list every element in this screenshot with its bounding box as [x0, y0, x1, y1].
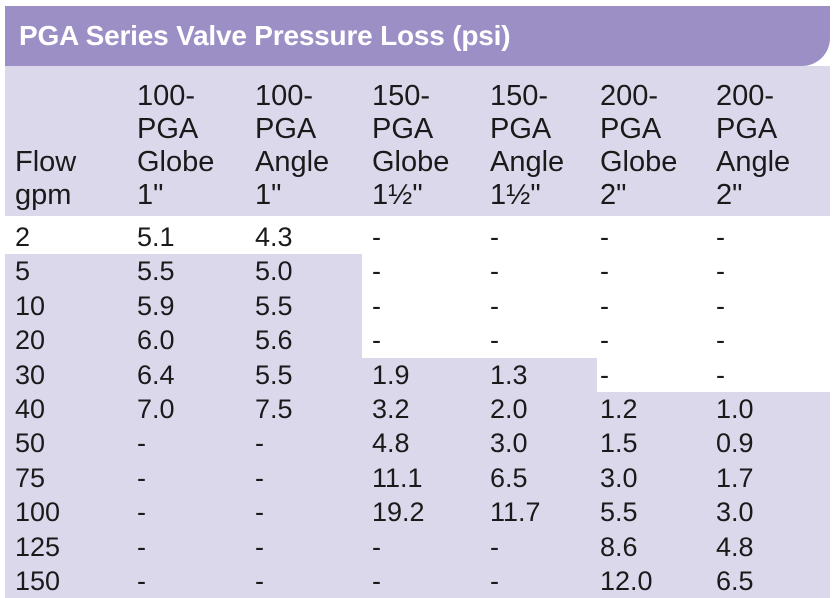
- pressure-cell: -: [372, 222, 381, 252]
- pressure-cell: 7.0: [137, 394, 175, 424]
- pressure-cell: 1.0: [716, 394, 754, 424]
- pressure-cell: -: [490, 531, 499, 562]
- flow-cell: 30: [15, 359, 46, 390]
- pressure-cell: 6.4: [137, 359, 175, 390]
- pressure-cell: 1.3: [490, 359, 528, 390]
- column-header: 150- PGA Globe 1½": [372, 80, 450, 211]
- pressure-cell: -: [600, 325, 609, 356]
- pressure-cell: -: [490, 290, 499, 321]
- column-header: 100- PGA Globe 1": [137, 80, 215, 211]
- pressure-cell: 4.3: [255, 222, 293, 252]
- flow-cell: 40: [15, 394, 46, 424]
- pressure-cell: 1.9: [372, 359, 410, 390]
- pressure-cell: 5.5: [137, 256, 175, 287]
- pressure-cell: -: [716, 325, 725, 356]
- flow-cell: 75: [15, 462, 46, 493]
- pressure-cell: 5.5: [600, 497, 638, 528]
- pressure-cell: -: [716, 290, 725, 321]
- flow-cell: 125: [15, 531, 61, 562]
- pressure-cell: -: [600, 256, 609, 287]
- table-header: Flow gpm 100- PGA Globe 1" 100- PGA Angle …: [5, 66, 830, 216]
- pressure-cell: -: [490, 325, 499, 356]
- pressure-cell: 1.7: [716, 462, 754, 493]
- column-header: 150- PGA Angle 1½": [490, 80, 565, 211]
- pressure-cell: 3.0: [600, 462, 638, 493]
- pressure-cell: -: [600, 359, 609, 390]
- pressure-cell: 6.5: [490, 462, 528, 493]
- pressure-cell: -: [372, 256, 381, 287]
- pressure-cell: 5.6: [255, 325, 293, 356]
- pressure-cell: 5.1: [137, 222, 175, 252]
- pressure-cell: -: [600, 290, 609, 321]
- pressure-cell: 4.8: [372, 428, 410, 459]
- pressure-cell: 5.5: [255, 359, 293, 390]
- pressure-cell: -: [255, 462, 264, 493]
- pressure-cell: 19.2: [372, 497, 425, 528]
- pressure-cell: 4.8: [716, 531, 754, 562]
- pressure-cell: -: [490, 256, 499, 287]
- column-header: Flow gpm: [15, 146, 77, 211]
- table-title-bar: PGA Series Valve Pressure Loss (psi): [5, 6, 830, 66]
- pressure-cell: -: [255, 566, 264, 596]
- pressure-cell: 2.0: [490, 394, 528, 424]
- column-header: 100- PGA Angle 1": [255, 80, 330, 211]
- column-header: 200- PGA Globe 2": [600, 80, 678, 211]
- pressure-cell: 11.1: [372, 462, 423, 493]
- shading-band: [5, 357, 597, 392]
- shading-band: [5, 392, 830, 598]
- pressure-cell: -: [716, 222, 725, 252]
- pressure-cell: 11.7: [490, 497, 541, 528]
- pressure-cell: -: [600, 222, 609, 252]
- pressure-cell: 1.5: [600, 428, 638, 459]
- pressure-cell: -: [716, 256, 725, 287]
- pressure-cell: 3.2: [372, 394, 410, 424]
- pressure-cell: -: [372, 531, 381, 562]
- pressure-cell: -: [137, 531, 146, 562]
- pressure-cell: -: [137, 566, 146, 596]
- header-divider: [5, 216, 830, 219]
- pressure-cell: 1.2: [600, 394, 638, 424]
- pressure-cell: -: [490, 566, 499, 596]
- pressure-cell: 5.5: [255, 290, 293, 321]
- pressure-cell: 3.0: [490, 428, 528, 459]
- flow-cell: 20: [15, 325, 46, 356]
- table-title: PGA Series Valve Pressure Loss (psi): [19, 20, 511, 51]
- pressure-cell: -: [372, 325, 381, 356]
- pressure-cell: 7.5: [255, 394, 293, 424]
- flow-cell: 150: [15, 566, 61, 596]
- pressure-cell: -: [255, 428, 264, 459]
- pressure-cell: -: [372, 566, 381, 596]
- column-header: 200- PGA Angle 2": [716, 80, 791, 211]
- pressure-cell: -: [255, 497, 264, 528]
- pressure-cell: 5.0: [255, 256, 293, 287]
- pressure-cell: -: [137, 428, 146, 459]
- pressure-cell: 12.0: [600, 566, 653, 596]
- pressure-cell: 5.9: [137, 290, 175, 321]
- pressure-cell: 0.9: [716, 428, 754, 459]
- flow-cell: 50: [15, 428, 46, 459]
- pressure-cell: 6.5: [716, 566, 754, 596]
- flow-cell: 10: [15, 290, 46, 321]
- pressure-cell: -: [137, 462, 146, 493]
- pressure-cell: -: [372, 290, 381, 321]
- pressure-cell: -: [255, 531, 264, 562]
- flow-cell: 2: [15, 222, 31, 252]
- pressure-cell: -: [716, 359, 725, 390]
- pressure-cell: 8.6: [600, 531, 638, 562]
- pressure-cell: -: [137, 497, 146, 528]
- flow-cell: 5: [15, 256, 31, 287]
- flow-cell: 100: [15, 497, 61, 528]
- pressure-cell: -: [490, 222, 499, 252]
- pressure-cell: 3.0: [716, 497, 754, 528]
- pressure-cell: 6.0: [137, 325, 175, 356]
